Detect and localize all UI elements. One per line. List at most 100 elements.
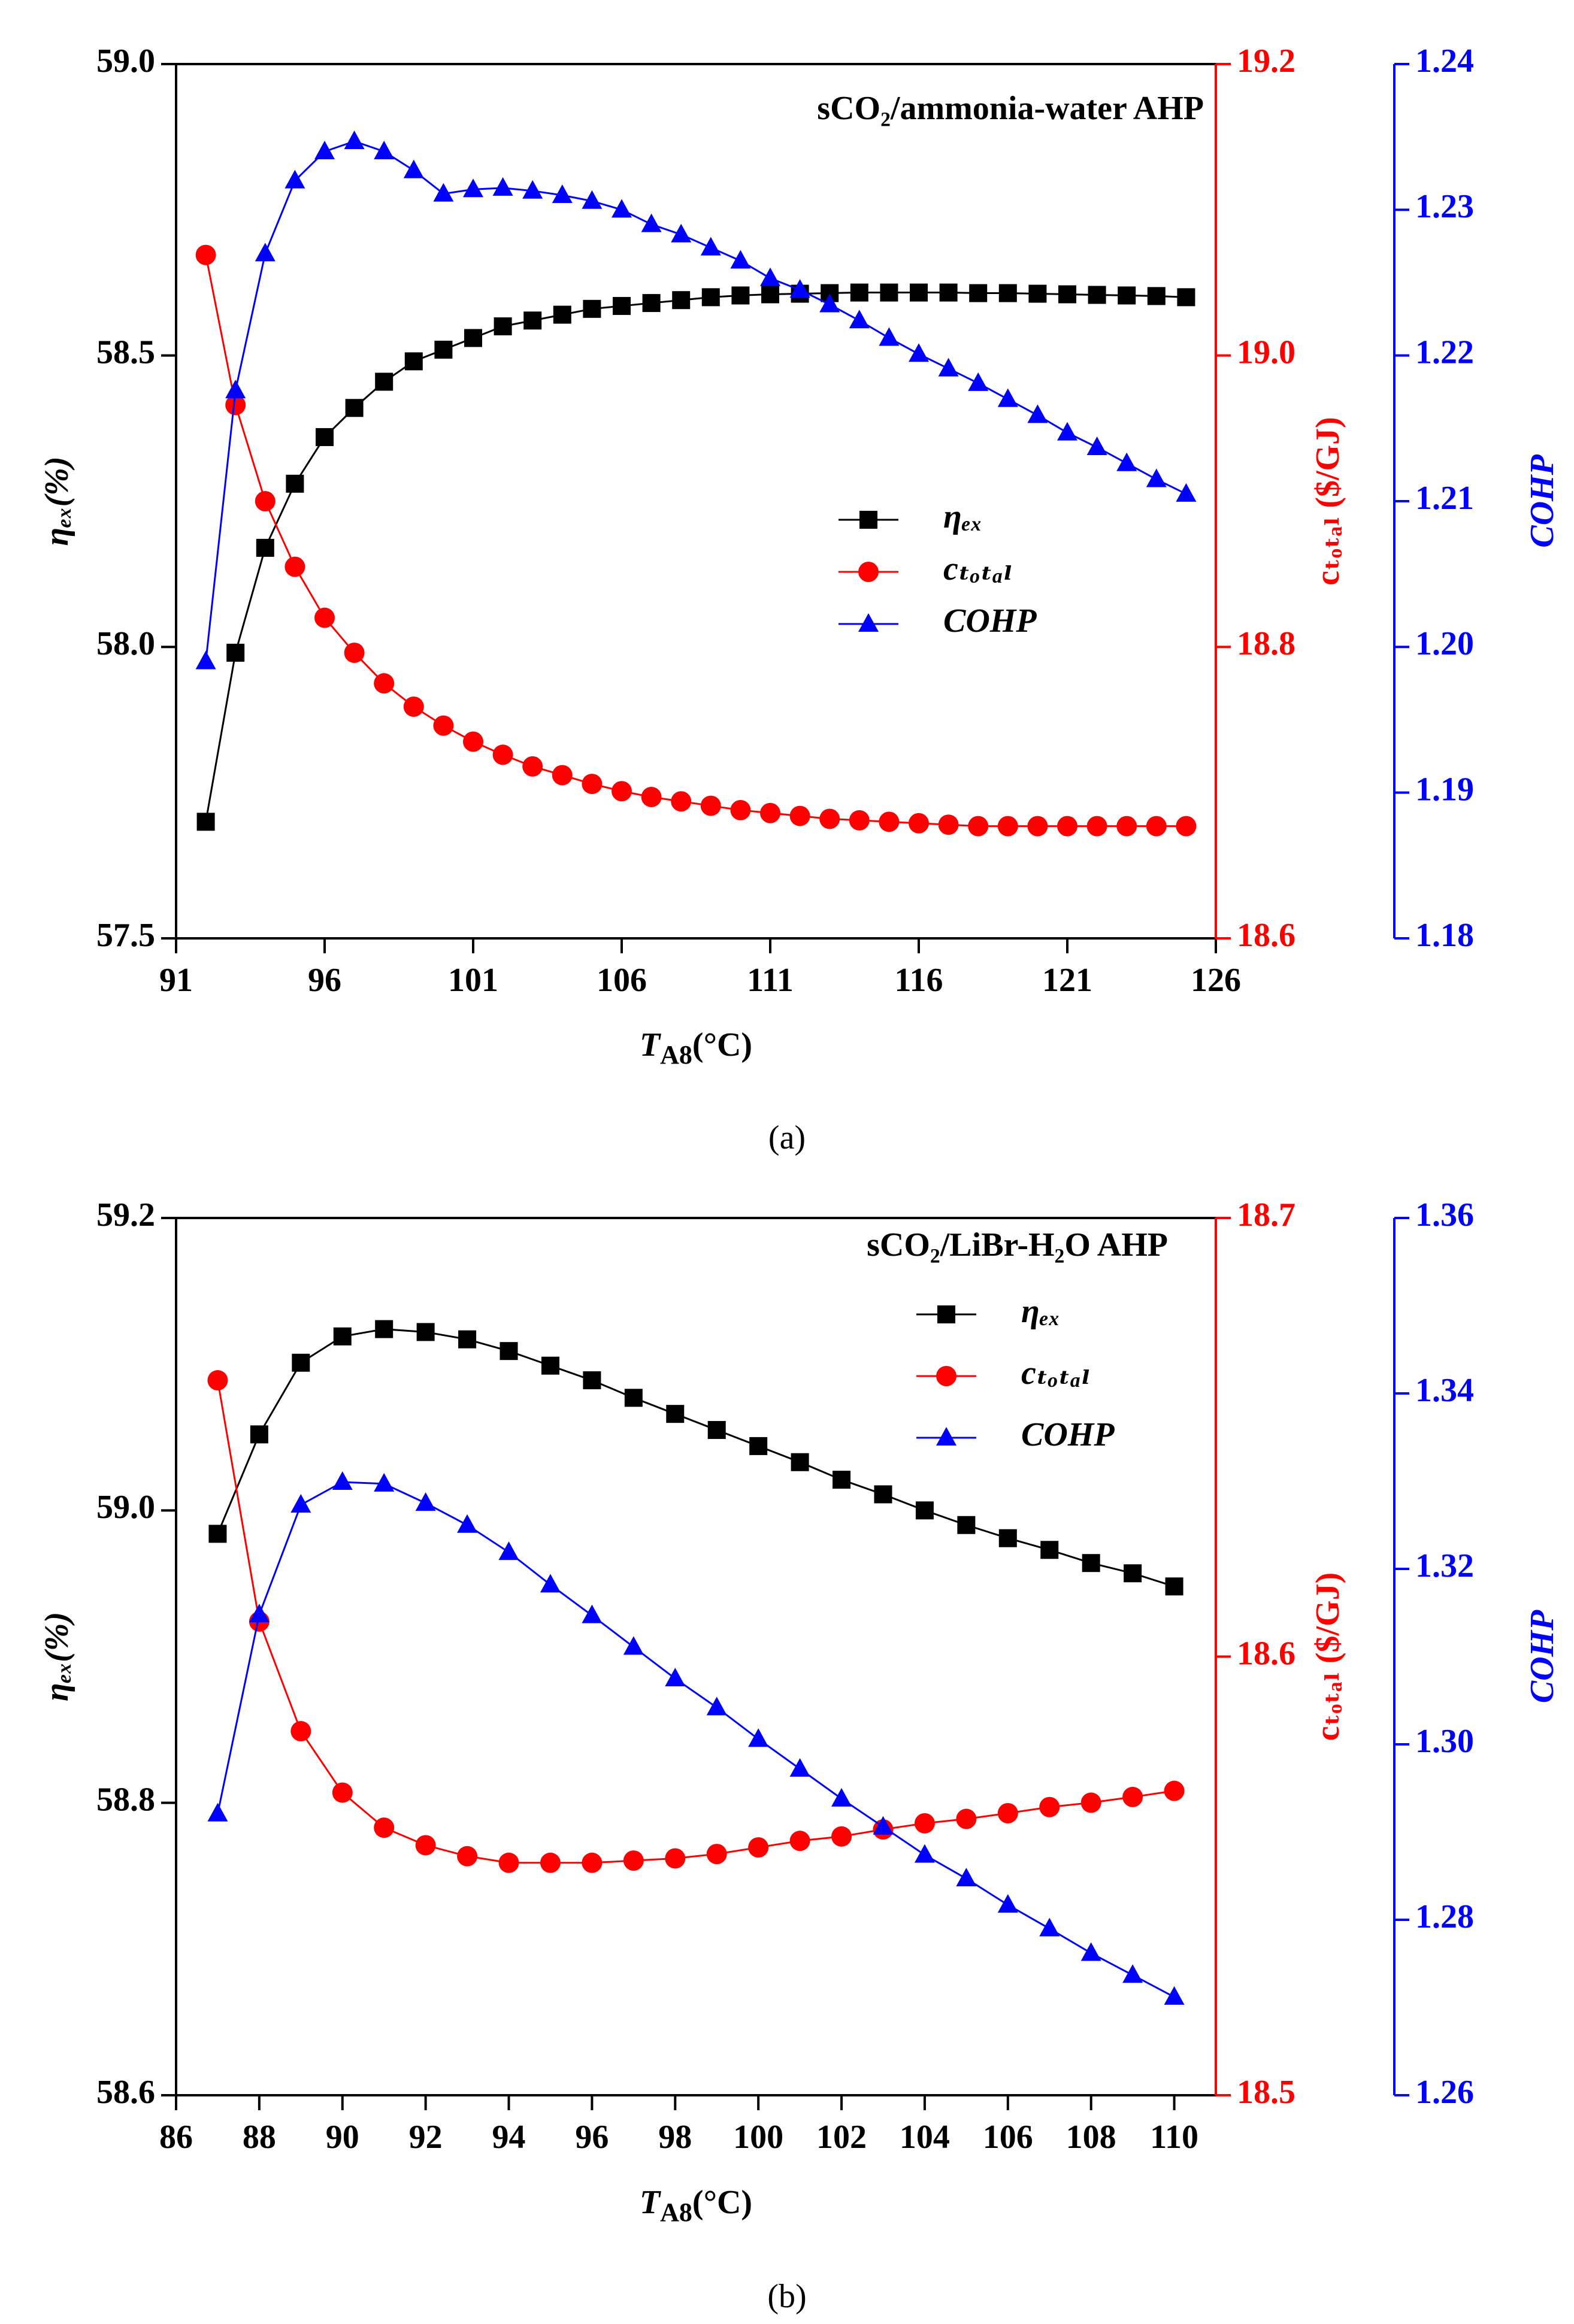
- legend-marker: [936, 1366, 956, 1386]
- marker: [345, 399, 364, 417]
- y-tick-label: 59.0: [96, 43, 155, 80]
- x-label-main: T: [640, 2184, 662, 2221]
- marker: [1164, 1986, 1185, 2005]
- marker: [540, 1574, 561, 1593]
- marker: [707, 1421, 726, 1440]
- y-tick-label: 58.0: [96, 625, 155, 662]
- y3-tick-label: 1.32: [1415, 1547, 1474, 1584]
- marker: [255, 243, 276, 262]
- marker: [672, 291, 691, 310]
- marker: [833, 1471, 851, 1489]
- marker: [457, 1846, 478, 1867]
- marker: [1040, 1541, 1059, 1559]
- marker: [1116, 452, 1137, 471]
- x-tick-label: 106: [597, 962, 647, 999]
- marker: [458, 1330, 477, 1349]
- marker: [375, 1320, 394, 1338]
- marker: [1057, 816, 1077, 837]
- marker: [956, 1868, 977, 1887]
- y3-tick-label: 1.30: [1415, 1723, 1474, 1760]
- marker: [290, 1494, 311, 1513]
- x-tick-label: 90: [326, 2119, 359, 2156]
- marker: [760, 267, 780, 286]
- marker: [997, 1803, 1018, 1824]
- x-axis-label: TA8(°C): [640, 1026, 752, 1069]
- marker: [374, 141, 395, 159]
- marker: [748, 1837, 769, 1858]
- marker: [498, 1852, 519, 1873]
- marker: [582, 190, 603, 209]
- marker: [873, 1816, 894, 1835]
- y-tick-label: 58.5: [96, 334, 155, 371]
- marker: [433, 183, 454, 202]
- marker: [195, 650, 216, 669]
- marker: [583, 299, 601, 318]
- marker: [939, 283, 958, 302]
- marker: [552, 184, 573, 203]
- y3-axis-label: COHP: [1524, 454, 1561, 547]
- x-tick-label: 111: [747, 962, 794, 999]
- marker: [196, 813, 215, 831]
- legend-marker: [859, 511, 877, 529]
- marker: [374, 1472, 395, 1492]
- marker: [969, 284, 988, 302]
- marker: [874, 1485, 892, 1504]
- marker: [1146, 816, 1167, 837]
- y3-tick-label: 1.36: [1415, 1196, 1474, 1234]
- marker: [642, 294, 661, 313]
- marker: [938, 357, 959, 377]
- x-label-unit: (°C): [692, 1026, 752, 1063]
- marker: [1082, 1554, 1100, 1572]
- marker: [909, 343, 929, 362]
- marker: [375, 372, 394, 391]
- marker: [249, 1604, 270, 1623]
- marker: [284, 556, 305, 577]
- x-tick-label: 104: [900, 2119, 950, 2156]
- marker: [789, 1831, 810, 1852]
- marker: [316, 428, 334, 446]
- marker: [225, 380, 246, 399]
- marker: [665, 1668, 686, 1687]
- marker: [749, 1437, 768, 1455]
- legend-marker: [936, 1427, 956, 1446]
- marker: [344, 130, 365, 149]
- marker: [997, 1894, 1018, 1913]
- marker: [256, 538, 274, 557]
- marker: [1028, 284, 1047, 303]
- marker: [1176, 816, 1197, 837]
- marker: [665, 1848, 686, 1869]
- marker: [956, 1808, 977, 1829]
- marker: [415, 1835, 436, 1856]
- marker: [998, 284, 1017, 302]
- chart-title: sCO₂/LiBr-H₂O AHP: [867, 1226, 1168, 1263]
- marker: [1027, 404, 1048, 423]
- marker: [1122, 1786, 1143, 1807]
- marker: [641, 786, 662, 807]
- marker: [730, 799, 751, 820]
- y3-tick-label: 1.19: [1415, 771, 1474, 808]
- marker: [1164, 1780, 1185, 1801]
- marker: [1165, 1577, 1183, 1596]
- legend-label: ηₑₓ: [1021, 1293, 1060, 1330]
- marker: [582, 1852, 603, 1873]
- marker: [582, 1604, 603, 1623]
- marker: [250, 1425, 268, 1444]
- marker: [492, 177, 513, 196]
- marker: [286, 474, 304, 493]
- marker: [292, 1353, 310, 1372]
- marker: [500, 1342, 518, 1361]
- y3-tick-label: 1.22: [1415, 334, 1474, 371]
- marker: [623, 1850, 644, 1871]
- marker: [1086, 436, 1107, 455]
- series-line: [216, 1481, 1175, 1998]
- marker: [1147, 287, 1166, 305]
- marker: [1146, 468, 1167, 487]
- series-line: [205, 292, 1186, 822]
- marker: [1057, 422, 1077, 441]
- marker: [968, 372, 989, 391]
- y3-tick-label: 1.26: [1415, 2074, 1474, 2111]
- marker: [314, 607, 335, 628]
- x-label-main: T: [640, 1026, 662, 1063]
- marker: [914, 1813, 935, 1834]
- marker: [666, 1405, 685, 1423]
